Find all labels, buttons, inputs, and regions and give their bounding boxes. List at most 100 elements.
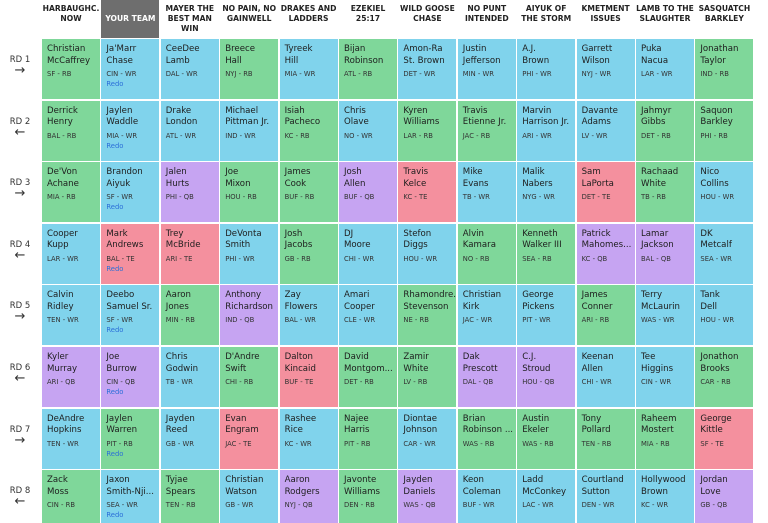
- player-team-position: HOU - WR: [700, 193, 735, 202]
- player-team-position: LAR - WR: [641, 70, 673, 78]
- player-first-name: Derrick: [47, 105, 78, 116]
- player-team-position: GB - WR: [225, 501, 254, 510]
- pick-cell: Josh Jacobs GB - RB: [279, 223, 338, 284]
- player-first-name: Christian: [225, 475, 264, 486]
- pick-cell: James Cook BUF - RB: [279, 162, 338, 223]
- player-last-name: Rice: [284, 425, 303, 436]
- player-first-name: Jordan: [700, 475, 728, 486]
- player-last-name: Allen: [344, 178, 366, 189]
- pick-cell: Jayden Daniels WAS - QB: [398, 470, 457, 523]
- player-team-position: PHI - RB: [700, 131, 728, 140]
- redo-link[interactable]: Redo: [106, 141, 124, 150]
- player-last-name: Brooks: [700, 363, 730, 374]
- player-first-name: Deebo: [106, 290, 135, 301]
- player-team-position: MIN - WR: [462, 70, 494, 78]
- pick-cell: Rachaad White TB - RB: [636, 162, 694, 223]
- player-first-name: DK: [700, 228, 713, 239]
- pick-cell: C.J. Stroud HOU - QB: [517, 347, 576, 407]
- player-last-name: Kamara: [462, 240, 496, 251]
- pick-cell: Amari Cooper CLE - WR: [339, 285, 397, 346]
- player-first-name: Rashee: [284, 413, 317, 424]
- player-first-name: Amari: [344, 290, 370, 301]
- round-number: RD 4: [9, 239, 31, 250]
- pick-cell: Javonte Williams DEN - RB: [339, 470, 397, 523]
- player-last-name: Chase: [106, 55, 133, 66]
- player-first-name: Evan: [225, 413, 247, 424]
- player-last-name: Smith-Nji...: [106, 486, 154, 497]
- player-first-name: Kyler: [47, 352, 69, 362]
- redo-link[interactable]: Redo: [106, 80, 124, 88]
- player-first-name: Rachaad: [641, 167, 679, 178]
- pick-cell: Rashee Rice KC - WR: [279, 408, 338, 469]
- player-team-position: WAS - WR: [641, 316, 675, 325]
- player-first-name: Puka: [641, 44, 662, 54]
- round-label: RD 5 →: [0, 301, 40, 323]
- redo-link[interactable]: Redo: [106, 203, 124, 212]
- player-first-name: Austin: [522, 413, 550, 424]
- redo-link[interactable]: Redo: [106, 511, 124, 520]
- team-header: DRAKES AND LADDERS: [280, 4, 337, 23]
- player-first-name: Justin: [462, 44, 487, 54]
- pick-cell: Marvin Harrison Jr. ARI - WR: [517, 100, 576, 161]
- player-team-position: CIN - QB: [106, 378, 136, 386]
- pick-cell: Michael Pittman Jr. IND - WR: [220, 100, 279, 161]
- pick-cell: Christian McCaffrey SF - RB: [42, 39, 100, 99]
- player-first-name: Tyreek: [284, 44, 313, 54]
- player-first-name: Courtland: [581, 475, 624, 486]
- player-first-name: Jaylen: [106, 105, 133, 116]
- player-team-position: MIA - WR: [106, 131, 138, 140]
- player-last-name: Pacheco: [284, 117, 321, 128]
- round-number: RD 3: [9, 178, 31, 189]
- player-last-name: Adams: [581, 117, 611, 128]
- player-last-name: Higgins: [641, 363, 674, 374]
- player-team-position: BUF - RB: [284, 193, 315, 202]
- player-first-name: D'Andre: [225, 352, 260, 362]
- player-team-position: NYG - WR: [522, 193, 555, 202]
- player-last-name: White: [641, 178, 666, 189]
- player-team-position: SF - WR: [106, 316, 133, 325]
- round-label: RD 7 →: [0, 425, 40, 447]
- player-team-position: SEA - RB: [522, 254, 552, 263]
- pick-cell: Ladd McConkey LAC - WR: [517, 470, 576, 523]
- pick-cell: Amon-Ra St. Brown DET - WR: [398, 39, 457, 99]
- player-team-position: DET - RB: [641, 131, 671, 140]
- player-first-name: DeAndre: [47, 413, 85, 424]
- pick-cell: Breece Hall NYJ - RB: [220, 39, 279, 99]
- player-last-name: Mahomes...: [581, 240, 632, 251]
- player-team-position: IND - WR: [225, 131, 256, 140]
- pick-cell: Tee Higgins CIN - WR: [636, 347, 694, 407]
- player-first-name: Jalen: [165, 167, 187, 178]
- player-team-position: DET - WR: [403, 70, 436, 78]
- player-team-position: WAS - RB: [522, 439, 554, 448]
- player-first-name: Brian: [462, 413, 486, 424]
- player-first-name: Javonte: [344, 475, 377, 486]
- pick-cell: Kenneth Walker III SEA - RB: [517, 223, 576, 284]
- player-first-name: Nico: [700, 167, 720, 178]
- player-first-name: Isiah: [284, 105, 305, 116]
- pick-cell: Najee Harris PIT - RB: [339, 408, 397, 469]
- player-last-name: Hill: [284, 55, 299, 66]
- player-last-name: Conner: [581, 301, 613, 312]
- redo-link[interactable]: Redo: [106, 449, 124, 458]
- pick-cell: Chris Olave NO - WR: [339, 100, 397, 161]
- redo-link[interactable]: Redo: [106, 388, 124, 396]
- team-header: WILD GOOSE CHASE: [399, 4, 455, 23]
- player-last-name: Jones: [165, 301, 189, 312]
- pick-cell: Derrick Henry BAL - RB: [42, 100, 100, 161]
- round-label: RD 2 ←: [0, 117, 40, 139]
- redo-link[interactable]: Redo: [106, 326, 124, 335]
- player-last-name: Cooper: [344, 301, 375, 312]
- player-first-name: Joe: [225, 167, 239, 178]
- player-first-name: Alvin: [462, 228, 484, 239]
- player-last-name: Spears: [165, 486, 196, 497]
- player-first-name: Cooper: [47, 228, 78, 239]
- player-last-name: White: [403, 363, 429, 374]
- player-last-name: Sutton: [581, 486, 610, 497]
- pick-cell: Jonathan Taylor IND - RB: [695, 39, 754, 99]
- player-last-name: Moss: [47, 486, 69, 497]
- player-first-name: Christian: [462, 290, 502, 301]
- pick-cell: Raheem Mostert MIA - RB: [636, 408, 694, 469]
- redo-link[interactable]: Redo: [106, 264, 124, 273]
- team-header: YOUR TEAM: [101, 0, 160, 38]
